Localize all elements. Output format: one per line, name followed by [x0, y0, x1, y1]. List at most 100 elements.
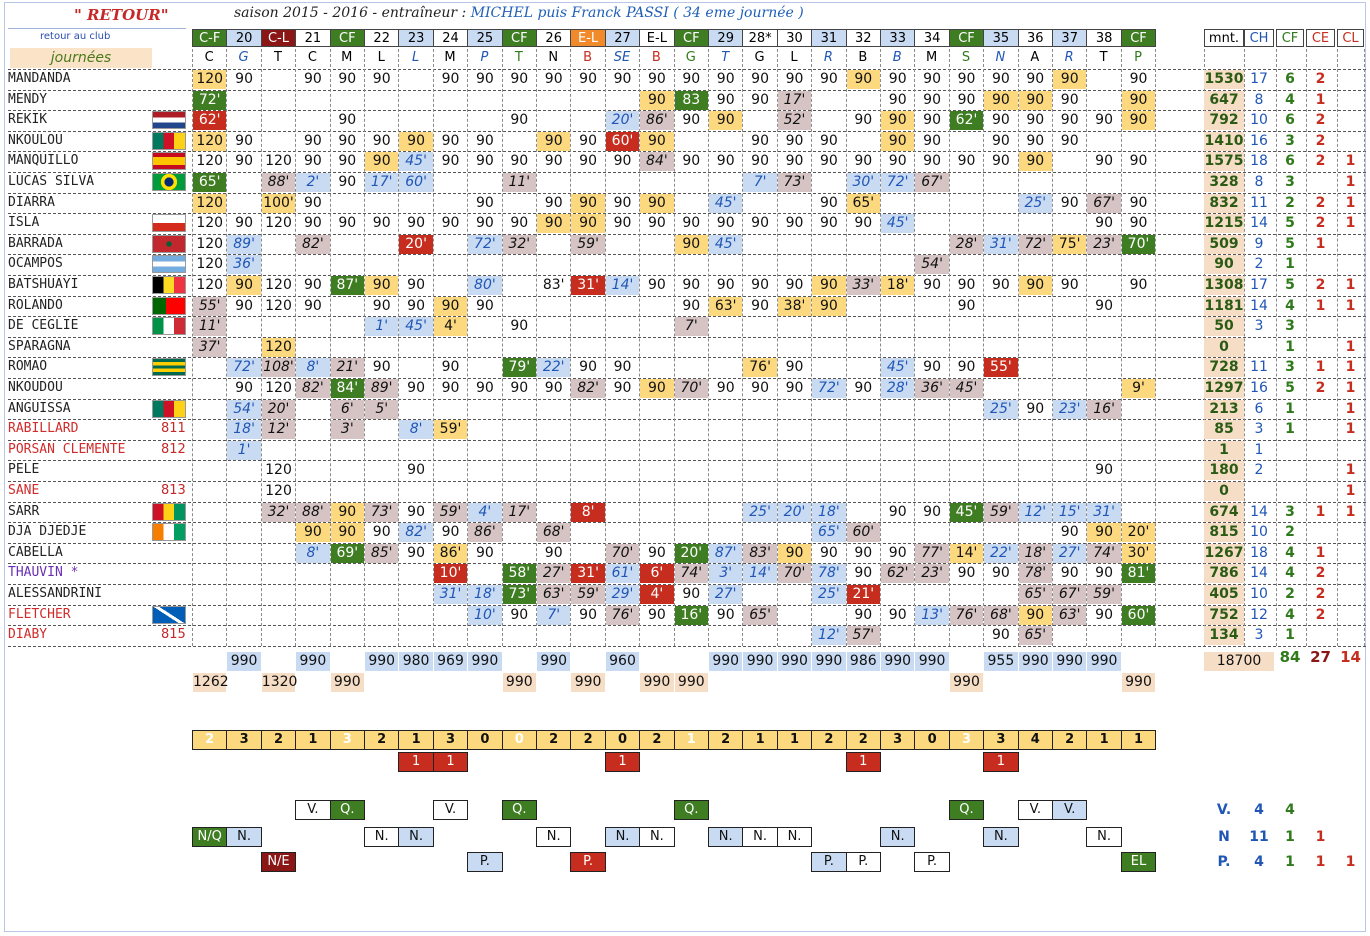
ce-count	[1306, 461, 1335, 480]
grid-line	[8, 398, 1366, 400]
cl-count: 1	[1345, 462, 1356, 479]
minutes-cell: 90	[1060, 277, 1079, 293]
minutes-cell: 27'	[537, 564, 571, 584]
cf-count: 6	[1285, 71, 1295, 87]
grid-line	[8, 213, 1366, 215]
matchday-header: E-L	[570, 29, 606, 47]
legend-cell: 4	[1285, 802, 1295, 818]
minutes-cell: 70'	[1121, 234, 1156, 254]
grid-line	[639, 49, 641, 646]
minutes-cell: 90	[579, 359, 597, 376]
legend-cell: 1	[1285, 854, 1295, 870]
minutes-cell: 60'	[605, 131, 640, 151]
minutes-cell: 90	[846, 70, 880, 89]
ch-count	[1244, 338, 1274, 357]
ce-count: 2	[1315, 153, 1326, 170]
minutes-cell: 86'	[640, 111, 674, 131]
flag-br-icon	[152, 173, 186, 191]
result-cell: N.	[364, 827, 400, 847]
minutes-cell: 90	[441, 132, 460, 149]
minutes-cell: 90	[544, 380, 563, 396]
ch-count: 17	[1250, 277, 1268, 293]
minutes-cell: 90	[682, 586, 701, 602]
ce-count	[1306, 441, 1335, 460]
result-cell: N.	[398, 827, 434, 847]
cf-count: 2	[1285, 524, 1295, 541]
grid-line	[1364, 49, 1365, 646]
ce-count	[1306, 523, 1335, 542]
score-cell: 2	[570, 730, 606, 750]
minutes-cell: 90	[957, 91, 976, 108]
total-minutes: 0	[1204, 337, 1244, 357]
total-minutes: 328	[1204, 173, 1244, 192]
minutes-cell: 65'	[193, 173, 227, 192]
total-minutes: 213	[1204, 399, 1244, 419]
score-cell: 1	[1086, 730, 1122, 750]
minutes-cell: 18'	[468, 585, 502, 604]
coach-label: MICHEL puis Franck PASSI ( 34 eme journé…	[470, 5, 804, 21]
minutes-cell: 90	[475, 132, 494, 149]
result-cell: Q.	[673, 800, 709, 820]
grid-line	[1086, 49, 1088, 646]
minutes-cell: 63'	[709, 296, 743, 316]
cl-count	[1337, 441, 1364, 460]
matchday-header: CF	[673, 29, 709, 47]
opponent-header: G	[238, 50, 249, 65]
flag-cm-icon	[152, 131, 186, 150]
minutes-cell: 120	[196, 215, 224, 232]
minutes-cell: 90	[441, 71, 460, 87]
minutes-cell: 79'	[502, 358, 536, 378]
grid-line	[8, 357, 1366, 359]
result-cell: V.	[1052, 800, 1088, 820]
cl-count: 1	[1345, 421, 1356, 438]
grid-line	[948, 49, 950, 646]
minutes-cell: 90	[579, 71, 597, 87]
minutes-cell: 90	[957, 565, 976, 582]
minutes-cell: 120	[196, 256, 224, 273]
minutes-cell: 90	[441, 524, 460, 541]
minutes-cell: 83'	[743, 543, 777, 563]
minutes-cell: 90	[751, 71, 769, 87]
ce-count	[1306, 626, 1335, 645]
minutes-cell: 90	[923, 91, 941, 108]
legend-cell: 1	[1315, 829, 1326, 845]
cf-count: 4	[1285, 606, 1295, 623]
matchday-header: CF	[329, 29, 365, 47]
opponent-header: B	[651, 50, 661, 65]
ch-count: 1	[1254, 441, 1264, 458]
minutes-cell: 90	[785, 132, 804, 149]
score-cell: 3	[880, 730, 916, 750]
ce-count	[1306, 173, 1335, 192]
minutes-cell: 90	[407, 380, 425, 396]
matchday-header: 37	[1052, 29, 1088, 47]
minutes-cell: 82'	[296, 234, 330, 254]
total-minutes: 1181	[1204, 296, 1244, 316]
minutes-cell: 58'	[502, 564, 536, 584]
minutes-cell: 69'	[330, 543, 364, 563]
player-name: ANGUISSA	[8, 400, 71, 416]
result-cell: V.	[432, 800, 469, 820]
summary-header: CE	[1306, 29, 1335, 47]
minutes-cell: 62'	[193, 111, 227, 131]
minutes-cell: 90	[296, 523, 330, 543]
total-minutes: 405	[1204, 585, 1244, 604]
minutes-cell: 90	[881, 111, 915, 131]
minutes-cell: 86'	[433, 543, 468, 563]
ce-count: 2	[1315, 380, 1326, 396]
opponent-header: L	[790, 50, 798, 65]
ce-count: 1	[1315, 297, 1326, 314]
minutes-cell: 18'	[1018, 543, 1052, 563]
minutes-cell: 90	[819, 544, 838, 561]
minutes-cell: 90	[716, 153, 735, 170]
red-card-cell: 1	[398, 752, 434, 772]
minutes-cell: 7'	[537, 605, 571, 625]
score-cell: 1	[398, 730, 434, 750]
minutes-cell: 17'	[502, 502, 536, 522]
opponent-header: S	[961, 50, 971, 65]
minutes-cell: 90	[330, 523, 364, 543]
cf-count	[1276, 441, 1304, 460]
total-minutes: 1215	[1204, 214, 1244, 234]
minutes-cell: 90	[991, 112, 1010, 129]
grid-line	[1276, 49, 1277, 646]
score-cell: 3	[983, 730, 1019, 750]
